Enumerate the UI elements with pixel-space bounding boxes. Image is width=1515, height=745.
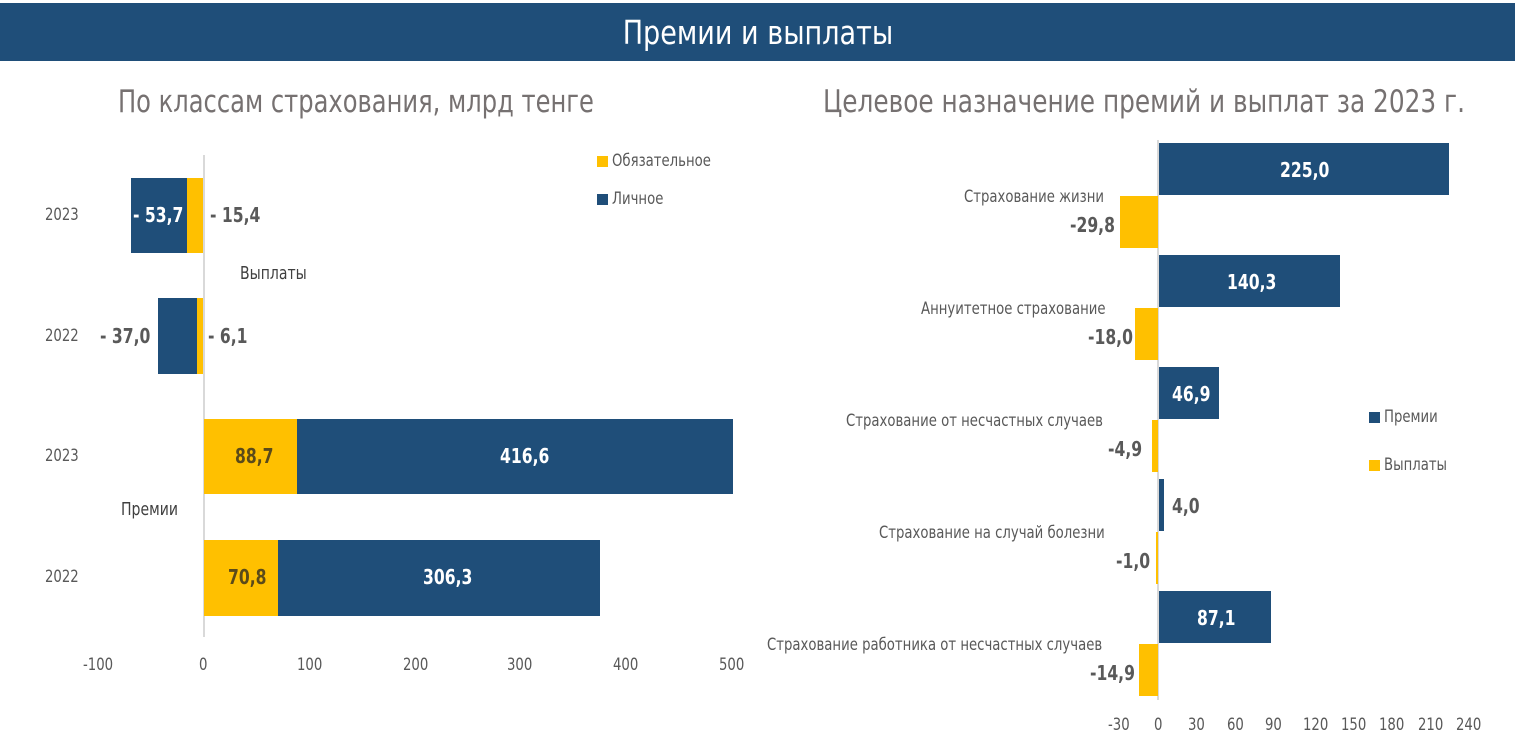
- value-label: - 37,0: [100, 324, 151, 348]
- x-tick: -30: [1108, 715, 1130, 735]
- legend-swatch-navy-icon: [1369, 411, 1380, 423]
- page-title: Премии и выплаты: [622, 12, 893, 52]
- bar-premium-annuity: [1159, 255, 1340, 307]
- value-label: 70,8: [228, 565, 267, 589]
- bar-premium-accident: [1159, 367, 1219, 419]
- header-banner: Премии и выплаты: [0, 3, 1515, 61]
- x-tick: 180: [1379, 715, 1405, 735]
- x-tick: 100: [297, 655, 323, 675]
- x-tick: 0: [1154, 715, 1163, 735]
- legend-personal: Личное: [597, 189, 678, 209]
- value-label: 87,1: [1197, 606, 1236, 630]
- legend-premiums: Премии: [1369, 407, 1453, 427]
- x-tick: 200: [403, 655, 429, 675]
- bar-payout-employee-accident: [1139, 644, 1158, 696]
- bar-payout-illness: [1156, 532, 1158, 584]
- bar-premiums-2022-personal: [278, 540, 600, 616]
- x-tick: 60: [1227, 715, 1244, 735]
- value-label: -14,9: [1090, 661, 1135, 685]
- value-label: - 53,7: [133, 203, 184, 227]
- bar-premiums-2023-mandatory: [204, 419, 298, 494]
- value-label: -4,9: [1108, 437, 1143, 461]
- x-tick: 120: [1303, 715, 1329, 735]
- value-label: -18,0: [1088, 325, 1133, 349]
- legend-swatch-gold-icon: [1369, 459, 1380, 471]
- x-tick: 90: [1265, 715, 1282, 735]
- x-tick: 0: [199, 655, 208, 675]
- category-label: Страхование жизни: [964, 187, 1104, 207]
- legend-swatch-navy-icon: [597, 193, 608, 205]
- value-label: - 15,4: [210, 203, 261, 227]
- bar-payouts-2023-mandatory: [187, 178, 203, 253]
- x-tick: 240: [1456, 715, 1482, 735]
- value-label: 140,3: [1227, 270, 1277, 294]
- right-chart-title: Целевое назначение премий и выплат за 20…: [823, 84, 1465, 120]
- category-label: Аннуитетное страхование: [921, 299, 1106, 319]
- bar-premiums-2022-mandatory: [204, 540, 279, 616]
- left-chart-title: По классам страхования, млрд тенге: [118, 84, 594, 120]
- group-label-premiums: Премии: [121, 499, 178, 520]
- bar-premium-life: [1159, 143, 1449, 195]
- x-tick: 210: [1418, 715, 1444, 735]
- bar-premium-illness: [1159, 479, 1164, 531]
- category-label: Страхование от несчастных случаев: [846, 411, 1103, 431]
- value-label: 306,3: [423, 565, 473, 589]
- category-label: Страхование работника от несчастных случ…: [767, 635, 1103, 655]
- x-tick: -100: [83, 655, 114, 675]
- value-label: -1,0: [1116, 549, 1151, 573]
- value-label: 46,9: [1172, 382, 1211, 406]
- legend-swatch-gold-icon: [597, 155, 608, 167]
- row-year-label: 2022: [45, 326, 79, 346]
- bar-payout-annuity: [1135, 308, 1158, 360]
- category-label: Страхование на случай болезни: [879, 523, 1105, 543]
- value-label: - 6,1: [208, 324, 248, 348]
- x-tick: 150: [1341, 715, 1367, 735]
- x-tick: 500: [719, 655, 745, 675]
- left-zero-axis: [203, 155, 205, 637]
- bar-payout-accident: [1152, 420, 1158, 472]
- row-year-label: 2023: [45, 446, 79, 466]
- value-label: 4,0: [1172, 494, 1200, 518]
- x-tick: 300: [507, 655, 533, 675]
- value-label: -29,8: [1070, 213, 1115, 237]
- legend-mandatory: Обязательное: [597, 151, 739, 171]
- bar-payout-life: [1120, 196, 1158, 248]
- x-tick: 400: [613, 655, 639, 675]
- bar-payouts-2022-personal: [158, 298, 198, 374]
- legend-payouts: Выплаты: [1369, 455, 1465, 475]
- value-label: 88,7: [235, 444, 274, 468]
- right-zero-axis: [1157, 140, 1159, 700]
- x-tick: 30: [1188, 715, 1205, 735]
- bar-payouts-2023-personal: [131, 178, 188, 253]
- bar-premium-employee-accident: [1159, 591, 1271, 643]
- value-label: 225,0: [1280, 158, 1330, 182]
- group-label-payouts: Выплаты: [240, 263, 307, 284]
- bar-payouts-2022-mandatory: [197, 298, 203, 374]
- row-year-label: 2023: [45, 205, 79, 225]
- value-label: 416,6: [500, 444, 550, 468]
- bar-premiums-2023-personal: [297, 419, 733, 494]
- row-year-label: 2022: [45, 567, 79, 587]
